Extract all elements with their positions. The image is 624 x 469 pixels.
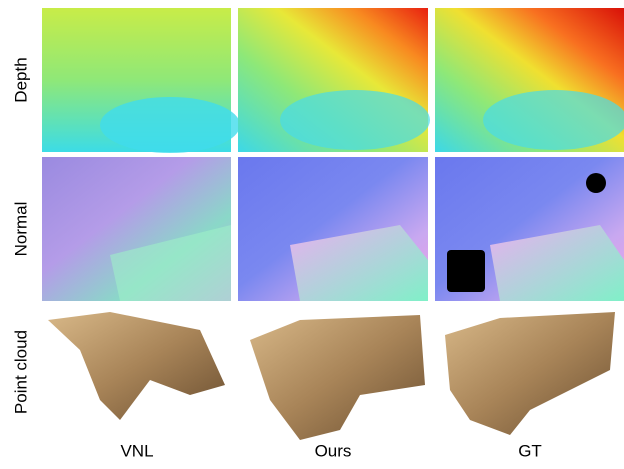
missing-region	[586, 173, 606, 193]
row-label: Normal	[11, 202, 30, 257]
row-label: Depth	[11, 57, 30, 102]
column-label: GT	[518, 441, 542, 460]
missing-region	[447, 250, 485, 292]
column-label: Ours	[315, 441, 352, 460]
column-label: VNL	[120, 441, 153, 460]
row-label: Point cloud	[11, 330, 30, 414]
point-cloud	[48, 312, 225, 420]
point-cloud	[445, 312, 615, 435]
depth-region	[280, 90, 430, 150]
depth-region	[100, 97, 240, 153]
depth-region	[483, 90, 624, 150]
normal-region	[490, 225, 624, 301]
point-cloud	[250, 315, 425, 440]
normal-region	[290, 225, 428, 301]
normal-region	[110, 225, 231, 301]
